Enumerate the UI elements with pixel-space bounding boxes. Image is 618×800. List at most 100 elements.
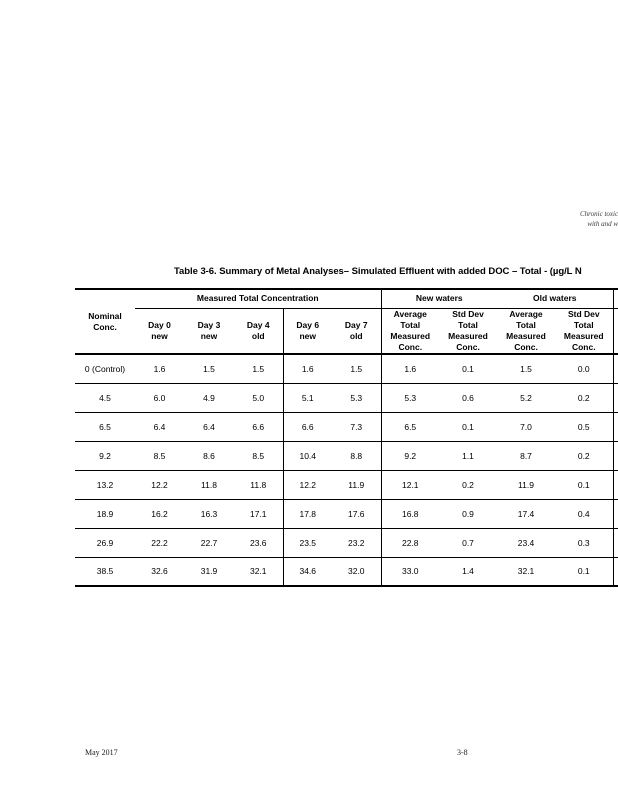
day-column-header-day6: Day 6 new	[283, 308, 332, 355]
value-cell: 1.1	[439, 441, 498, 471]
avg-total-measured-header-old: Average Total Measured Conc.	[497, 308, 556, 355]
value-cell: 5.1	[283, 383, 332, 413]
footer-date: May 2017	[85, 748, 118, 757]
value-cell: 0.1	[439, 412, 498, 442]
nominal-cell: 9.2	[75, 441, 135, 471]
value-cell: 6.4	[184, 412, 234, 442]
value-cell: 16.8	[381, 499, 440, 529]
avg-total-measured-header-new: Average Total Measured Conc.	[381, 308, 440, 355]
value-cell: 23.4	[497, 528, 556, 558]
value-cell: 7.0	[497, 412, 556, 442]
value-cell: 0.2	[555, 441, 614, 471]
value-cell: 17.6	[332, 499, 382, 529]
value-cell: 33.0	[381, 557, 440, 587]
value-cell: 0.1	[439, 354, 498, 384]
table-row: 18.9 16.2 16.3 17.1 17.8 17.6 16.8 0.9 17.4 0.4	[75, 499, 618, 529]
value-cell: 22.8	[381, 528, 440, 558]
value-cell: 5.0	[234, 383, 284, 413]
value-cell: 12.1	[381, 470, 440, 500]
cropped-column-sliver	[612, 441, 618, 471]
value-cell: 6.6	[283, 412, 332, 442]
table-row: 6.5 6.4 6.4 6.6 6.6 7.3 6.5 0.1 7.0 0.5	[75, 412, 618, 442]
cropped-column-sliver	[612, 499, 618, 529]
value-cell: 11.8	[234, 470, 284, 500]
value-cell: 0.6	[439, 383, 498, 413]
footer-page-number: 3-8	[457, 748, 468, 757]
value-cell: 8.5	[234, 441, 284, 471]
value-cell: 0.2	[439, 470, 498, 500]
table-row: 38.5 32.6 31.9 32.1 34.6 32.0 33.0 1.4 32.1 0.1	[75, 557, 618, 587]
nominal-cell: 0 (Control)	[75, 354, 135, 384]
table-row: 9.2 8.5 8.6 8.5 10.4 8.8 9.2 1.1 8.7 0.2	[75, 441, 618, 471]
cropped-column-sliver	[612, 557, 618, 587]
running-header-line1: Chronic toxici	[580, 210, 618, 218]
value-cell: 6.0	[135, 383, 184, 413]
value-cell: 5.3	[332, 383, 382, 413]
running-header-line2: with and wi	[587, 220, 618, 228]
day-column-header-day0: Day 0 new	[135, 308, 184, 355]
cropped-column-sliver	[612, 470, 618, 500]
value-cell: 11.8	[184, 470, 234, 500]
cropped-column-sliver	[612, 288, 618, 309]
value-cell: 12.2	[283, 470, 332, 500]
nominal-cell: 38.5	[75, 557, 135, 587]
value-cell: 0.1	[555, 470, 614, 500]
value-cell: 7.3	[332, 412, 382, 442]
value-cell: 34.6	[283, 557, 332, 587]
value-cell: 0.5	[555, 412, 614, 442]
table-title: Table 3-6. Summary of Metal Analyses– Si…	[174, 266, 582, 277]
value-cell: 12.2	[135, 470, 184, 500]
value-cell: 1.5	[184, 354, 234, 384]
value-cell: 1.5	[332, 354, 382, 384]
new-waters-header: New waters	[381, 288, 498, 309]
value-cell: 0.7	[439, 528, 498, 558]
value-cell: 9.2	[381, 441, 440, 471]
nominal-conc-header: Nominal Conc.	[75, 288, 135, 355]
value-cell: 0.0	[555, 354, 614, 384]
value-cell: 11.9	[497, 470, 556, 500]
value-cell: 22.7	[184, 528, 234, 558]
value-cell: 17.4	[497, 499, 556, 529]
value-cell: 10.4	[283, 441, 332, 471]
value-cell: 17.1	[234, 499, 284, 529]
value-cell: 8.5	[135, 441, 184, 471]
value-cell: 31.9	[184, 557, 234, 587]
value-cell: 16.2	[135, 499, 184, 529]
cropped-column-sliver	[612, 308, 618, 355]
nominal-cell: 13.2	[75, 470, 135, 500]
old-waters-header: Old waters	[497, 288, 614, 309]
value-cell: 23.2	[332, 528, 382, 558]
day-column-header-day3: Day 3 new	[184, 308, 234, 355]
value-cell: 6.5	[381, 412, 440, 442]
nominal-cell: 18.9	[75, 499, 135, 529]
value-cell: 0.3	[555, 528, 614, 558]
metal-analyses-table: Nominal Conc. Measured Total Concentrati…	[75, 288, 618, 587]
value-cell: 22.2	[135, 528, 184, 558]
measured-total-concentration-header: Measured Total Concentration	[135, 288, 382, 309]
nominal-cell: 4.5	[75, 383, 135, 413]
table-row: 13.2 12.2 11.8 11.8 12.2 11.9 12.1 0.2 11.9 0.1	[75, 470, 618, 500]
day-column-header-day7: Day 7 old	[332, 308, 382, 355]
cropped-column-sliver	[612, 528, 618, 558]
value-cell: 8.6	[184, 441, 234, 471]
value-cell: 1.6	[135, 354, 184, 384]
value-cell: 16.3	[184, 499, 234, 529]
value-cell: 0.4	[555, 499, 614, 529]
cropped-column-sliver	[612, 383, 618, 413]
value-cell: 23.6	[234, 528, 284, 558]
value-cell: 11.9	[332, 470, 382, 500]
table-row: 0 (Control) 1.6 1.5 1.5 1.6 1.5 1.6 0.1 1.5 0.0	[75, 354, 618, 384]
value-cell: 1.5	[497, 354, 556, 384]
value-cell: 6.4	[135, 412, 184, 442]
value-cell: 32.1	[234, 557, 284, 587]
nominal-cell: 26.9	[75, 528, 135, 558]
value-cell: 5.2	[497, 383, 556, 413]
value-cell: 1.6	[283, 354, 332, 384]
value-cell: 32.6	[135, 557, 184, 587]
value-cell: 0.9	[439, 499, 498, 529]
table-row: 26.9 22.2 22.7 23.6 23.5 23.2 22.8 0.7 23.4 0.3	[75, 528, 618, 558]
running-header: Chronic toxici with and wi	[580, 209, 618, 229]
value-cell: 23.5	[283, 528, 332, 558]
value-cell: 1.5	[234, 354, 284, 384]
value-cell: 0.2	[555, 383, 614, 413]
